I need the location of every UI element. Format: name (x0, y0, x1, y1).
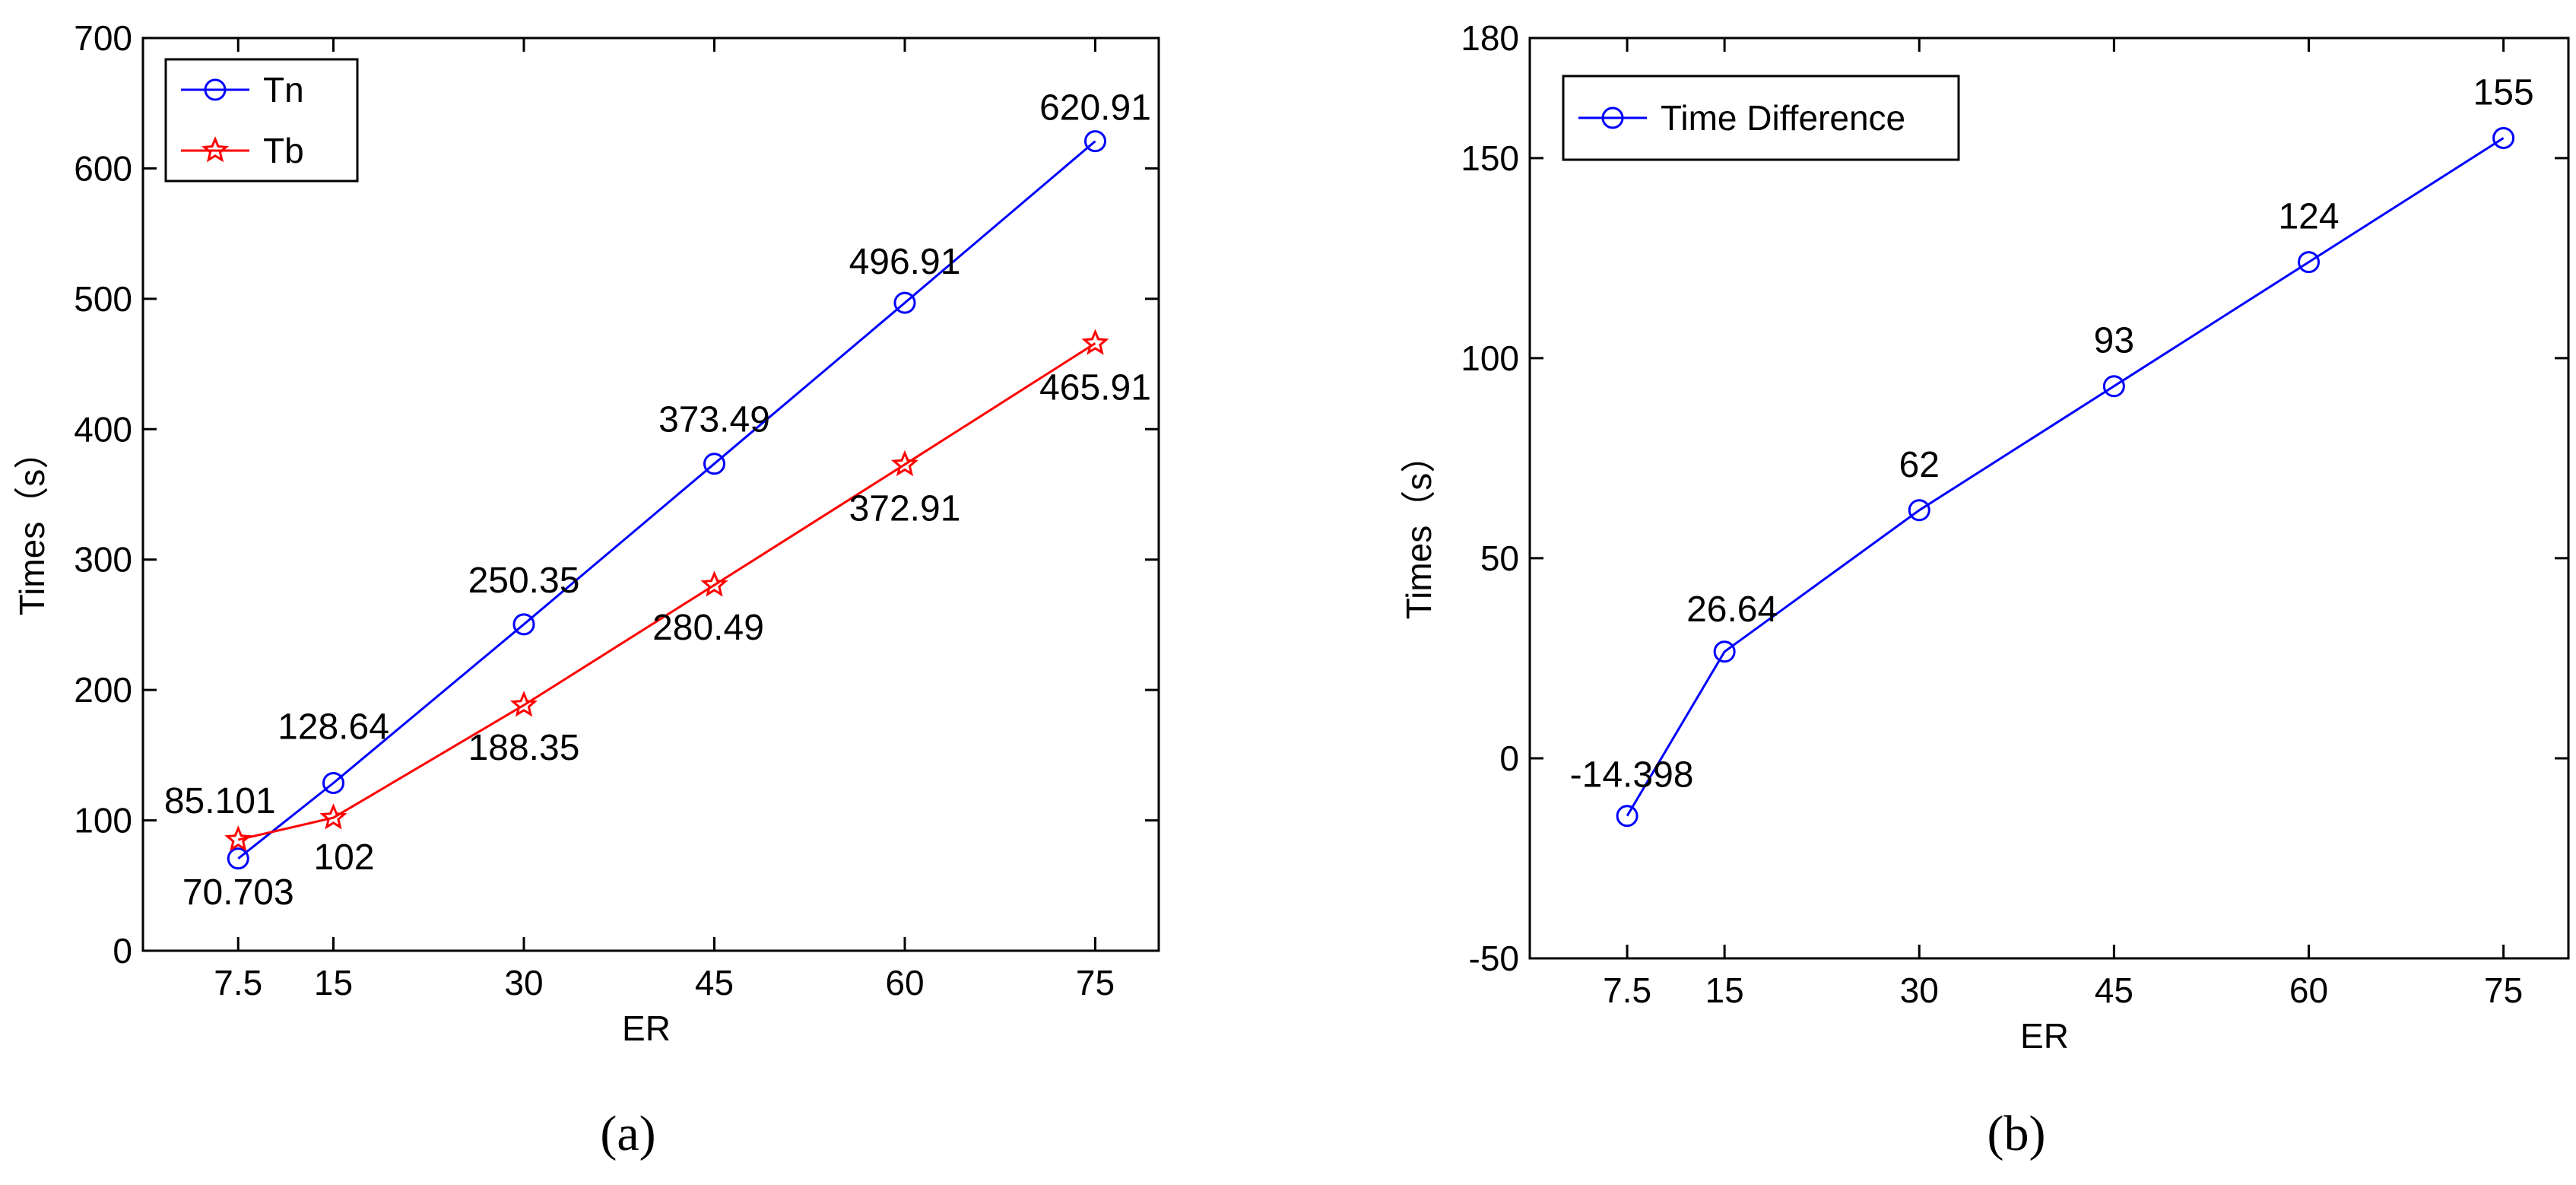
data-point (227, 847, 249, 870)
legend-swatch-marker (201, 136, 230, 163)
data-point (509, 691, 538, 717)
x-tick-label: 30 (504, 963, 543, 1002)
x-tick-label: 7.5 (1603, 971, 1651, 1010)
data-label: 373.49 (658, 400, 770, 440)
data-label: 155 (2473, 73, 2534, 113)
data-label: 372.91 (849, 489, 961, 529)
data-label: 280.49 (652, 608, 764, 648)
data-point (224, 825, 252, 852)
data-point (700, 570, 728, 597)
series-line (237, 140, 1096, 859)
x-tick-label: 60 (2289, 971, 2328, 1010)
data-point (512, 613, 535, 636)
y-tick-label: 600 (74, 148, 132, 188)
data-label: 496.91 (849, 242, 961, 282)
data-label: 620.91 (1039, 88, 1151, 129)
data-point (2102, 375, 2125, 398)
data-label: 102 (313, 837, 374, 878)
data-label: 250.35 (468, 561, 580, 601)
data-label: 85.101 (164, 781, 276, 821)
data-point (890, 450, 919, 477)
x-axis-title: ER (622, 1009, 671, 1048)
y-tick-label: 500 (74, 279, 132, 319)
series-line (237, 342, 1096, 841)
y-tick-label: 300 (74, 540, 132, 580)
data-point (703, 453, 725, 475)
y-tick-label: 0 (1499, 739, 1519, 778)
y-tick-label: 180 (1461, 18, 1519, 58)
data-point (319, 803, 347, 830)
data-point (322, 771, 344, 794)
data-point (1081, 329, 1109, 355)
x-tick-label: 15 (314, 963, 353, 1002)
panel-caption: (b) (1988, 1106, 2046, 1161)
plot-area (1528, 37, 2570, 960)
legend-label: Tb (263, 131, 304, 170)
y-tick-label: 50 (1480, 538, 1519, 578)
y-axis-title: Times（s） (1399, 438, 1439, 620)
legend-box (164, 58, 359, 183)
x-tick-label: 45 (2095, 971, 2133, 1010)
chart-panel-a: 7.5 15 30 45 60 75 0 100 200 300 400 500 600 700 ER Tim… (12, 18, 1160, 1048)
data-point (1713, 640, 1736, 663)
y-tick-label: -50 (1469, 939, 1519, 978)
data-label: 124 (2278, 197, 2339, 237)
legend-swatch-marker (204, 78, 227, 101)
data-point (1908, 499, 1930, 522)
data-point (2298, 251, 2320, 274)
data-label: 70.703 (182, 872, 294, 913)
legend: Tn Tb (164, 58, 359, 183)
data-label: 26.64 (1686, 589, 1778, 630)
x-tick-label: 7.5 (214, 963, 262, 1002)
data-label: 188.35 (468, 728, 580, 768)
y-tick-label: 200 (74, 670, 132, 710)
legend-label: Tn (263, 70, 304, 110)
data-point (2492, 127, 2515, 150)
data-label: 128.64 (278, 707, 389, 747)
data-label: 93 (2094, 321, 2134, 361)
legend-label: Time Difference (1661, 98, 1905, 138)
data-label: -14.398 (1570, 755, 1694, 796)
x-tick-label: 30 (1900, 971, 1939, 1010)
x-tick-label: 75 (1076, 963, 1115, 1002)
data-point (1616, 805, 1639, 828)
y-tick-label: 150 (1461, 138, 1519, 178)
y-tick-label: 100 (74, 801, 132, 840)
series-line (1626, 137, 2505, 817)
x-tick-label: 45 (695, 963, 734, 1002)
y-tick-label: 400 (74, 409, 132, 449)
data-label: 465.91 (1039, 367, 1151, 408)
y-axis-title: Times（s） (12, 434, 52, 616)
x-axis-title: ER (2020, 1016, 2069, 1056)
data-point (1084, 130, 1106, 153)
x-tick-label: 75 (2484, 971, 2523, 1010)
panel-caption: (a) (600, 1106, 655, 1161)
data-label: 62 (1899, 445, 1940, 485)
legend: Time Difference (1562, 75, 1960, 161)
series-tb: 85.101 102 188.35 280.49 372.91 465.91 (164, 329, 1151, 878)
data-point (893, 291, 916, 314)
x-tick-label: 15 (1705, 971, 1744, 1010)
y-tick-label: 100 (1461, 338, 1519, 378)
legend-swatch-marker (1601, 106, 1624, 129)
x-tick-label: 60 (885, 963, 924, 1002)
y-tick-label: 0 (113, 931, 132, 971)
chart-panel-b: 7.5 15 30 45 60 75 -50 0 50 100 150 180 ER Times（s） -1… (1399, 18, 2570, 1056)
series-tn: 70.703 128.64 250.35 373.49 496.91 620.91 (182, 88, 1151, 913)
series-time-difference: -14.398 26.64 62 93 124 155 (1570, 73, 2534, 828)
y-tick-label: 700 (74, 18, 132, 58)
